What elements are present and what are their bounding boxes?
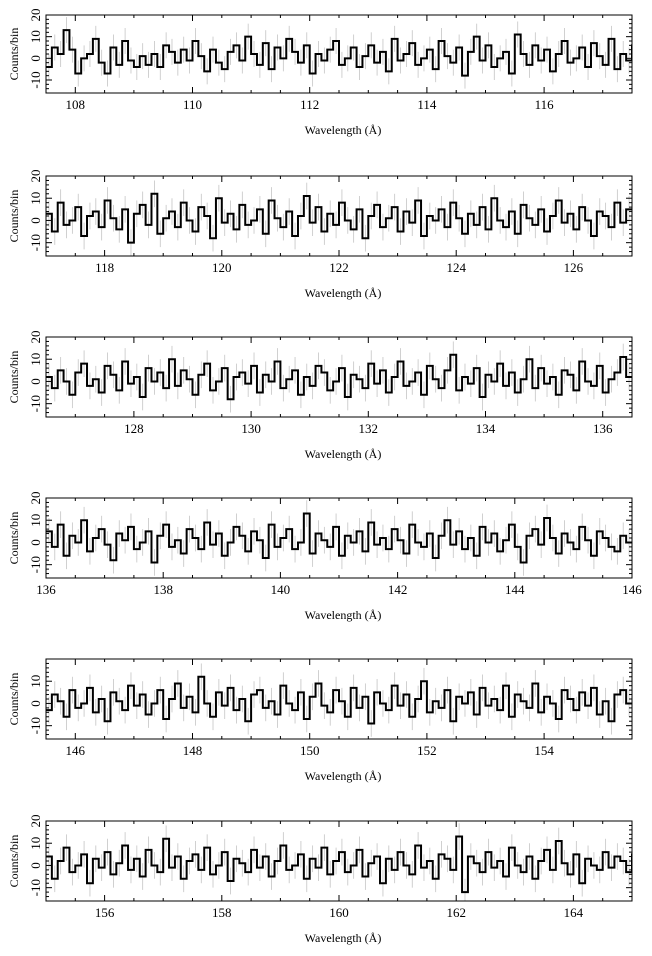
y-tick-label: 10 bbox=[28, 675, 43, 688]
y-tick-label: 20 bbox=[28, 331, 43, 344]
data-area bbox=[46, 663, 632, 737]
y-tick-label: 10 bbox=[28, 514, 43, 527]
x-tick-label: 124 bbox=[446, 260, 466, 275]
x-tick-label: 146 bbox=[622, 582, 642, 597]
y-axis-label: Counts/bin bbox=[7, 28, 21, 81]
x-tick-label: 128 bbox=[124, 421, 144, 436]
y-tick-label: 10 bbox=[28, 353, 43, 366]
y-tick-label: 0 bbox=[28, 700, 43, 707]
x-tick-label: 140 bbox=[271, 582, 291, 597]
panel-1: 108 110 112 114 116 -10 0 10 20 Wavelength (Å) Cou… bbox=[7, 9, 633, 137]
x-tick-label: 116 bbox=[535, 97, 555, 112]
data-area bbox=[46, 341, 632, 413]
y-axis-label: Counts/bin bbox=[7, 835, 21, 888]
x-axis-label: Wavelength (Å) bbox=[305, 769, 382, 783]
x-tick-label: 160 bbox=[329, 905, 349, 920]
x-axis-label: Wavelength (Å) bbox=[305, 286, 382, 300]
x-tick-label: 144 bbox=[505, 582, 525, 597]
spectrum-step-line bbox=[46, 29, 632, 77]
y-tick-label: -10 bbox=[28, 879, 43, 896]
data-area bbox=[46, 17, 632, 89]
x-tick-label: 118 bbox=[95, 260, 114, 275]
y-tick-label: -10 bbox=[28, 71, 43, 88]
x-axis-label: Wavelength (Å) bbox=[305, 123, 382, 137]
x-tick-label: 146 bbox=[66, 743, 86, 758]
y-axis-label: Counts/bin bbox=[7, 190, 21, 243]
x-tick-label: 156 bbox=[95, 905, 115, 920]
y-axis-label: Counts/bin bbox=[7, 673, 21, 726]
spectrum-step-line bbox=[46, 835, 632, 894]
x-tick-label: 120 bbox=[212, 260, 232, 275]
y-tick-label: 20 bbox=[28, 170, 43, 183]
data-area bbox=[46, 823, 632, 901]
y-tick-label: 10 bbox=[28, 837, 43, 850]
y-tick-label: -10 bbox=[28, 717, 43, 734]
x-tick-label: 164 bbox=[564, 905, 584, 920]
y-tick-label: 0 bbox=[28, 378, 43, 385]
x-tick-label: 112 bbox=[300, 97, 319, 112]
x-tick-label: 162 bbox=[446, 905, 466, 920]
x-tick-label: 136 bbox=[36, 582, 56, 597]
y-axis-label: Counts/bin bbox=[7, 351, 21, 404]
x-tick-label: 158 bbox=[212, 905, 232, 920]
x-tick-label: 154 bbox=[534, 743, 554, 758]
panel-4: 136 138 140 142 144 146 -10 0 10 20 Wavelength (Å)… bbox=[7, 492, 642, 623]
x-tick-label: 122 bbox=[329, 260, 349, 275]
x-tick-label: 130 bbox=[241, 421, 261, 436]
x-tick-label: 152 bbox=[417, 743, 437, 758]
y-tick-label: -10 bbox=[28, 395, 43, 412]
x-tick-label: 126 bbox=[564, 260, 584, 275]
y-tick-label: 20 bbox=[28, 815, 43, 828]
spectrum-step-line bbox=[46, 353, 632, 401]
x-tick-label: 110 bbox=[183, 97, 202, 112]
y-tick-label: 10 bbox=[28, 192, 43, 205]
data-area bbox=[46, 180, 632, 256]
panel-5: 146 148 150 152 154 -10 0 10 Wavelength (Å) Count… bbox=[7, 658, 633, 783]
x-tick-label: 148 bbox=[183, 743, 203, 758]
x-axis-label: Wavelength (Å) bbox=[305, 931, 382, 945]
panel-6: 156 158 160 162 164 -10 0 10 20 Wavelength (Å) Cou… bbox=[7, 815, 633, 945]
x-tick-label: 114 bbox=[417, 97, 437, 112]
x-tick-label: 134 bbox=[476, 421, 496, 436]
x-tick-label: 136 bbox=[593, 421, 613, 436]
y-tick-label: -10 bbox=[28, 234, 43, 251]
spectrum-step-line bbox=[46, 675, 632, 725]
y-tick-label: 10 bbox=[28, 30, 43, 43]
y-tick-label: -10 bbox=[28, 556, 43, 573]
x-tick-label: 132 bbox=[359, 421, 379, 436]
y-tick-label: 0 bbox=[28, 539, 43, 546]
x-tick-label: 138 bbox=[153, 582, 173, 597]
y-tick-label: 0 bbox=[28, 55, 43, 62]
x-tick-label: 150 bbox=[300, 743, 320, 758]
panel-2: 118 120 122 124 126 -10 0 10 20 Wavelength (Å) Cou… bbox=[7, 170, 633, 300]
y-axis-label: Counts/bin bbox=[7, 512, 21, 565]
x-tick-label: 108 bbox=[66, 97, 86, 112]
spectrum-step-line bbox=[46, 512, 632, 564]
y-tick-label: 0 bbox=[28, 217, 43, 224]
y-tick-label: 0 bbox=[28, 862, 43, 869]
x-tick-label: 142 bbox=[388, 582, 408, 597]
x-axis-label: Wavelength (Å) bbox=[305, 608, 382, 622]
spectrum-step-line bbox=[46, 192, 632, 244]
x-axis-label: Wavelength (Å) bbox=[305, 447, 382, 461]
y-tick-label: 20 bbox=[28, 492, 43, 505]
y-tick-label: 20 bbox=[28, 9, 43, 22]
data-area bbox=[46, 500, 632, 576]
panel-3: 128 130 132 134 136 -10 0 10 20 Wavelength (Å) Cou… bbox=[7, 331, 633, 461]
